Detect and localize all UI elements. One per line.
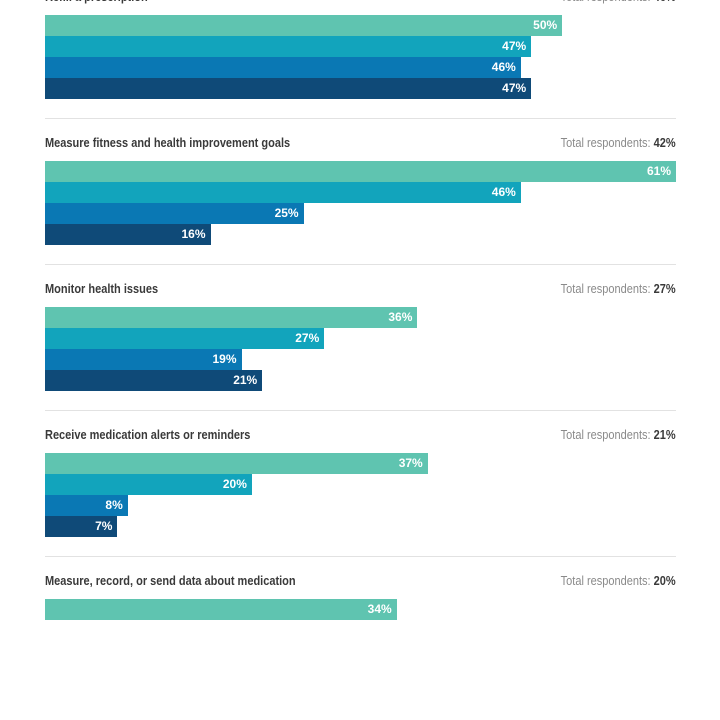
data-label: 46% xyxy=(491,185,516,199)
data-label: 47% xyxy=(502,39,527,53)
total-value: 27% xyxy=(653,282,676,296)
total-respondents: Total respondents: 42% xyxy=(561,136,676,150)
total-respondents: Total respondents: 21% xyxy=(561,428,676,442)
bar-group: Measure fitness and health improvement g… xyxy=(0,136,720,282)
bar: 16% xyxy=(45,224,211,245)
bar: 21% xyxy=(45,370,263,391)
data-label: 47% xyxy=(502,81,527,95)
data-label: 19% xyxy=(212,352,237,366)
total-value: 21% xyxy=(653,428,676,442)
group-title: Measure, record, or send data about medi… xyxy=(45,574,296,588)
total-respondents: Total respondents: 20% xyxy=(561,574,676,588)
divider xyxy=(45,410,676,411)
data-label: 8% xyxy=(105,498,123,512)
bar-group: Refill a prescription Total respondents: … xyxy=(0,0,720,136)
bar: 47% xyxy=(45,36,532,57)
bar: 61% xyxy=(45,161,676,182)
bar: 25% xyxy=(45,203,304,224)
group-title: Monitor health issues xyxy=(45,282,159,296)
data-label: 27% xyxy=(295,331,320,345)
bar-group: Monitor health issues Total respondents: … xyxy=(0,282,720,428)
data-label: 36% xyxy=(388,310,413,324)
bar: 47% xyxy=(45,78,532,99)
bar: 36% xyxy=(45,307,418,328)
bar-group: Measure, record, or send data about medi… xyxy=(0,574,720,720)
group-title: Measure fitness and health improvement g… xyxy=(45,136,291,150)
divider xyxy=(45,118,676,119)
divider xyxy=(45,264,676,265)
total-respondents: Total respondents: 27% xyxy=(561,282,676,296)
bar: 37% xyxy=(45,453,428,474)
data-label: 20% xyxy=(222,477,247,491)
data-label: 61% xyxy=(646,164,671,178)
data-label: 16% xyxy=(181,227,206,241)
total-value: 46% xyxy=(654,0,676,4)
data-label: 50% xyxy=(533,18,558,32)
data-label: 21% xyxy=(233,373,258,387)
total-respondents: Total respondents: 46% xyxy=(561,0,676,4)
data-label: 46% xyxy=(491,60,516,74)
data-label: 34% xyxy=(367,602,392,616)
bar: 8% xyxy=(45,495,128,516)
bar-group: Receive medication alerts or reminders To… xyxy=(0,428,720,574)
group-title: Refill a prescription xyxy=(45,0,148,4)
bar: 20% xyxy=(45,474,252,495)
bar: 46% xyxy=(45,182,521,203)
bar: 46% xyxy=(45,57,521,78)
divider xyxy=(45,556,676,557)
bar: 50% xyxy=(45,15,563,36)
data-label: 37% xyxy=(398,456,423,470)
total-value: 42% xyxy=(653,136,676,150)
bar: 7% xyxy=(45,516,118,537)
bar: 34% xyxy=(45,599,397,620)
bar: 27% xyxy=(45,328,325,349)
total-value: 20% xyxy=(653,574,676,588)
data-label: 7% xyxy=(95,519,113,533)
data-label: 25% xyxy=(274,206,299,220)
group-title: Receive medication alerts or reminders xyxy=(45,428,251,442)
bar: 19% xyxy=(45,349,242,370)
